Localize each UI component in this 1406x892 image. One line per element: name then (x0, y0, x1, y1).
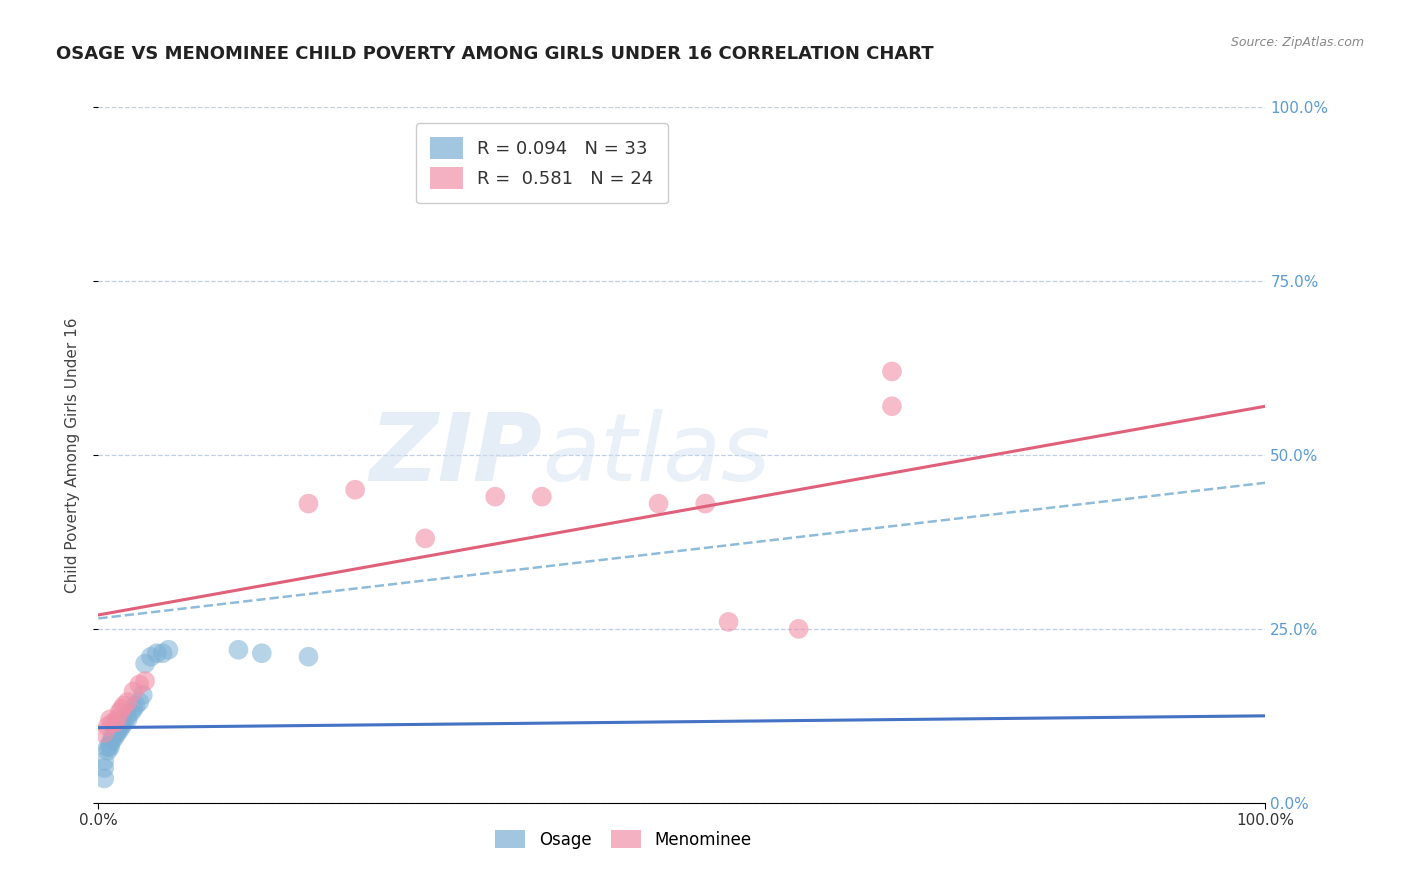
Point (111, 719, 134, 733)
Point (98, 740, 121, 755)
Point (530, 490, 553, 504)
Point (93, 761, 115, 775)
Point (97, 744, 120, 758)
Point (880, 399, 903, 413)
Point (125, 698, 148, 713)
Text: OSAGE VS MENOMINEE CHILD POVERTY AMONG GIRLS UNDER 16 CORRELATION CHART: OSAGE VS MENOMINEE CHILD POVERTY AMONG G… (56, 45, 934, 62)
Point (101, 730, 124, 744)
Point (122, 684, 145, 698)
Point (146, 646, 169, 660)
Text: Source: ZipAtlas.com: Source: ZipAtlas.com (1230, 36, 1364, 49)
Point (93, 726, 115, 740)
Point (132, 688, 155, 702)
Point (104, 726, 127, 740)
Point (93, 772, 115, 786)
Point (250, 646, 273, 660)
Point (112, 698, 135, 713)
Y-axis label: Child Poverty Among Girls Under 16: Child Poverty Among Girls Under 16 (65, 318, 80, 592)
Point (880, 364, 903, 378)
Point (111, 702, 134, 716)
Point (484, 490, 506, 504)
Point (105, 726, 128, 740)
Point (104, 730, 127, 744)
Point (93, 754, 115, 768)
Point (134, 657, 156, 671)
Point (117, 695, 139, 709)
Text: atlas: atlas (541, 409, 770, 500)
Point (128, 677, 150, 691)
Point (122, 702, 145, 716)
Point (97, 719, 120, 733)
Point (134, 674, 156, 689)
Point (112, 715, 135, 730)
Point (717, 615, 740, 629)
Point (228, 642, 250, 657)
Point (105, 723, 128, 737)
Point (344, 483, 367, 497)
Point (297, 497, 319, 511)
Point (104, 715, 127, 730)
Point (413, 532, 436, 546)
Point (647, 497, 669, 511)
Point (787, 622, 810, 636)
Point (108, 719, 131, 733)
Point (101, 715, 124, 730)
Text: ZIP: ZIP (368, 409, 541, 501)
Point (117, 712, 139, 726)
Point (97, 740, 120, 755)
Point (111, 715, 134, 730)
Point (128, 695, 150, 709)
Point (152, 646, 174, 660)
Point (98, 737, 121, 751)
Point (297, 649, 319, 664)
Legend: Osage, Menominee: Osage, Menominee (486, 822, 761, 857)
Point (98, 712, 121, 726)
Point (139, 649, 162, 664)
Point (120, 706, 142, 720)
Point (108, 706, 131, 720)
Point (695, 497, 717, 511)
Point (117, 708, 139, 723)
Point (101, 733, 124, 747)
Point (157, 642, 180, 657)
Point (105, 712, 128, 726)
Point (108, 723, 131, 737)
